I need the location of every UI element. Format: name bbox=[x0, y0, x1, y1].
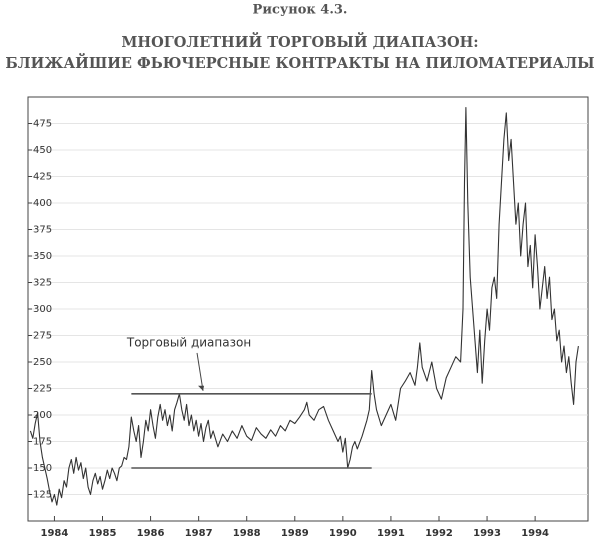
annotation-arrow bbox=[196, 352, 204, 391]
x-tick-label: 1993 bbox=[473, 528, 501, 539]
y-tick-label: 125 bbox=[33, 490, 52, 501]
y-tick-label: 200 bbox=[33, 410, 52, 421]
annotation: Торговый диапазон bbox=[126, 335, 251, 349]
y-tick-label: 325 bbox=[33, 278, 52, 289]
x-tick-label: 1985 bbox=[89, 528, 117, 539]
y-tick-label: 275 bbox=[33, 331, 52, 342]
y-tick-label: 450 bbox=[33, 145, 52, 156]
x-tick-label: 1991 bbox=[377, 528, 405, 539]
y-tick-label: 425 bbox=[33, 172, 52, 183]
x-tick-label: 1988 bbox=[233, 528, 261, 539]
x-tick-label: 1986 bbox=[137, 528, 165, 539]
y-tick-label: 475 bbox=[33, 119, 52, 130]
y-tick-label: 225 bbox=[33, 384, 52, 395]
figure-label: Рисунок 4.3. bbox=[253, 3, 348, 18]
x-tick-label: 1984 bbox=[41, 528, 69, 539]
chart-subtitle: БЛИЖАЙШИЕ ФЬЮЧЕРСНЫЕ КОНТРАКТЫ НА ПИЛОМА… bbox=[5, 53, 594, 72]
annotation-arrowhead bbox=[198, 385, 205, 391]
chart-title: МНОГОЛЕТНИЙ ТОРГОВЫЙ ДИАПАЗОН: bbox=[121, 32, 478, 51]
y-tick-label: 350 bbox=[33, 251, 52, 262]
y-tick-label: 175 bbox=[33, 437, 52, 448]
y-tick-label: 250 bbox=[33, 357, 52, 368]
x-tick-label: 1989 bbox=[281, 528, 309, 539]
y-tick-label: 150 bbox=[33, 463, 52, 474]
x-tick-label: 1992 bbox=[425, 528, 453, 539]
x-tick-label: 1987 bbox=[185, 528, 213, 539]
y-tick-label: 300 bbox=[33, 304, 52, 315]
x-tick-label: 1990 bbox=[329, 528, 357, 539]
price-line bbox=[29, 107, 579, 506]
y-tick-label: 375 bbox=[33, 225, 52, 236]
y-tick-label: 400 bbox=[33, 198, 52, 209]
x-tick-label: 1994 bbox=[521, 528, 549, 539]
